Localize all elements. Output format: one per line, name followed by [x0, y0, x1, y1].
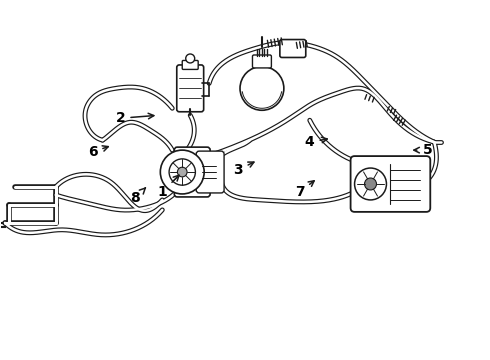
Circle shape	[169, 159, 196, 185]
FancyBboxPatch shape	[196, 151, 224, 193]
Text: 6: 6	[88, 145, 108, 159]
Text: 7: 7	[295, 181, 314, 199]
FancyBboxPatch shape	[350, 156, 430, 212]
Text: 5: 5	[414, 143, 432, 157]
Circle shape	[177, 167, 187, 177]
Text: 2: 2	[116, 111, 154, 125]
Text: 1: 1	[157, 175, 179, 199]
FancyBboxPatch shape	[280, 40, 306, 58]
Text: 4: 4	[305, 135, 327, 149]
FancyBboxPatch shape	[182, 60, 198, 69]
Circle shape	[186, 54, 195, 63]
FancyBboxPatch shape	[177, 65, 204, 112]
Circle shape	[160, 150, 204, 194]
FancyBboxPatch shape	[252, 55, 271, 68]
FancyBboxPatch shape	[174, 147, 210, 197]
Circle shape	[365, 178, 376, 190]
Text: 3: 3	[233, 162, 254, 177]
Circle shape	[355, 168, 387, 200]
Circle shape	[240, 67, 284, 110]
Text: 8: 8	[130, 188, 146, 205]
